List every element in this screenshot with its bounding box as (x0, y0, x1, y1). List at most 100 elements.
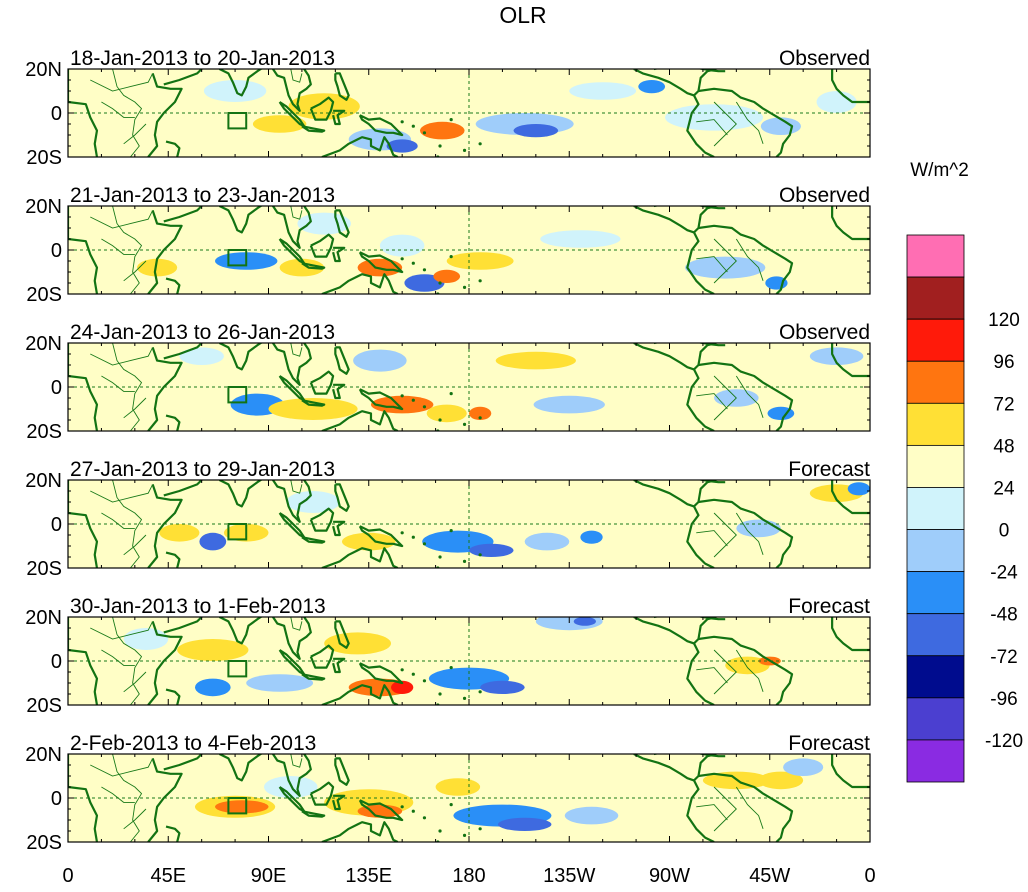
olr-anomaly-region (497, 817, 552, 832)
country-border (713, 101, 737, 147)
olr-anomaly-region (279, 258, 325, 277)
olr-anomaly-region (783, 758, 824, 776)
island-marker (411, 809, 415, 813)
olr-anomaly-region (665, 104, 764, 131)
coastline (165, 414, 181, 431)
colorbar-swatch (906, 697, 965, 741)
colorbar-label: -96 (990, 689, 1017, 710)
island-marker (478, 142, 482, 146)
olr-anomaly-region (480, 680, 525, 695)
olr-anomaly-region (179, 347, 224, 366)
coastline (686, 94, 715, 157)
coastline (163, 343, 203, 360)
island-marker (438, 144, 442, 148)
colorbar-swatch (906, 234, 965, 278)
coastline (358, 662, 404, 685)
coastline (686, 642, 715, 705)
coastline (831, 617, 870, 652)
country-border (123, 534, 147, 556)
island-marker (478, 553, 482, 557)
island-marker (438, 418, 442, 422)
olr-anomaly-region (758, 771, 804, 790)
colorbar-swatch (906, 360, 965, 404)
coastline (633, 69, 717, 97)
panel-date-range: 2-Feb-2013 to 4-Feb-2013 (70, 732, 316, 755)
olr-anomaly-region (177, 639, 249, 661)
lat-label: 20N (25, 607, 62, 629)
olr-anomaly-region (342, 532, 396, 551)
coastline (831, 343, 870, 378)
map-panel: 20N 0 20S 2-Feb-2013 to 4-Feb-2013 Forecast (25, 732, 871, 854)
lat-label: 20S (26, 558, 62, 580)
island-marker (400, 120, 404, 124)
coastline (68, 206, 99, 294)
olr-anomaly-region (215, 800, 269, 814)
lat-label: 0 (51, 651, 62, 673)
lon-label: 135E (345, 865, 392, 887)
coastline (301, 399, 326, 407)
country-border (123, 808, 147, 830)
olr-anomaly-region (540, 230, 621, 248)
coastline (68, 617, 99, 705)
olr-anomaly-region (391, 680, 414, 695)
island-marker (449, 529, 453, 533)
island-marker (462, 422, 467, 426)
coastline (165, 551, 181, 568)
island-marker (449, 666, 453, 670)
panel-kind: Forecast (788, 595, 870, 618)
coastline (358, 799, 404, 822)
lat-label: 0 (51, 788, 62, 810)
coastline (686, 231, 715, 294)
coastline (309, 781, 335, 806)
island-marker (449, 118, 453, 122)
country-border (696, 393, 728, 410)
region-box (227, 797, 248, 815)
lat-label: 0 (51, 514, 62, 536)
coastline (332, 383, 346, 400)
olr-anomaly-region (446, 252, 514, 270)
lat-label: 0 (51, 240, 62, 262)
coastline (686, 368, 715, 431)
coastline (831, 754, 870, 789)
lat-label: 20S (26, 421, 62, 443)
coastline (332, 246, 346, 263)
olr-anomaly-region (638, 80, 666, 94)
olr-anomaly-region (469, 406, 492, 420)
coastline (219, 754, 263, 782)
panel-date-range: 18-Jan-2013 to 20-Jan-2013 (70, 47, 335, 70)
colorbar: W/m^2 -120 -96 -72 -48 -24 0 24 48 72 96 120 (906, 160, 1023, 783)
olr-anomaly-region (370, 395, 434, 414)
lon-label: 90E (251, 865, 287, 887)
coastline (309, 96, 335, 121)
lon-label: 135W (543, 865, 595, 887)
colorbar-swatch (906, 655, 965, 699)
island-marker (411, 535, 415, 539)
country-border (713, 238, 737, 284)
coastline (309, 370, 335, 395)
colorbar-label: 120 (988, 310, 1020, 331)
lon-label: 180 (452, 865, 485, 887)
colorbar-swatch (906, 613, 965, 657)
region-box (227, 386, 248, 404)
figure-title: OLR (499, 2, 546, 28)
colorbar-label: -72 (990, 647, 1017, 668)
colorbar-swatch (906, 529, 965, 573)
lat-label: 20N (25, 744, 62, 766)
coastline (301, 810, 326, 818)
colorbar-swatch (906, 402, 965, 446)
olr-anomaly-region (286, 491, 340, 513)
coastline (163, 754, 203, 771)
coastline (309, 507, 335, 532)
island-marker (411, 124, 415, 128)
coastline (147, 210, 183, 294)
coastline (321, 547, 399, 568)
coastline (358, 114, 404, 137)
island-marker (411, 672, 415, 676)
lat-label: 20S (26, 147, 62, 169)
coastline (334, 72, 350, 101)
olr-anomaly-region (736, 519, 781, 538)
lon-label: 0 (62, 865, 73, 887)
olr-anomaly-region (246, 674, 314, 692)
olr-anomaly-region (137, 258, 178, 277)
